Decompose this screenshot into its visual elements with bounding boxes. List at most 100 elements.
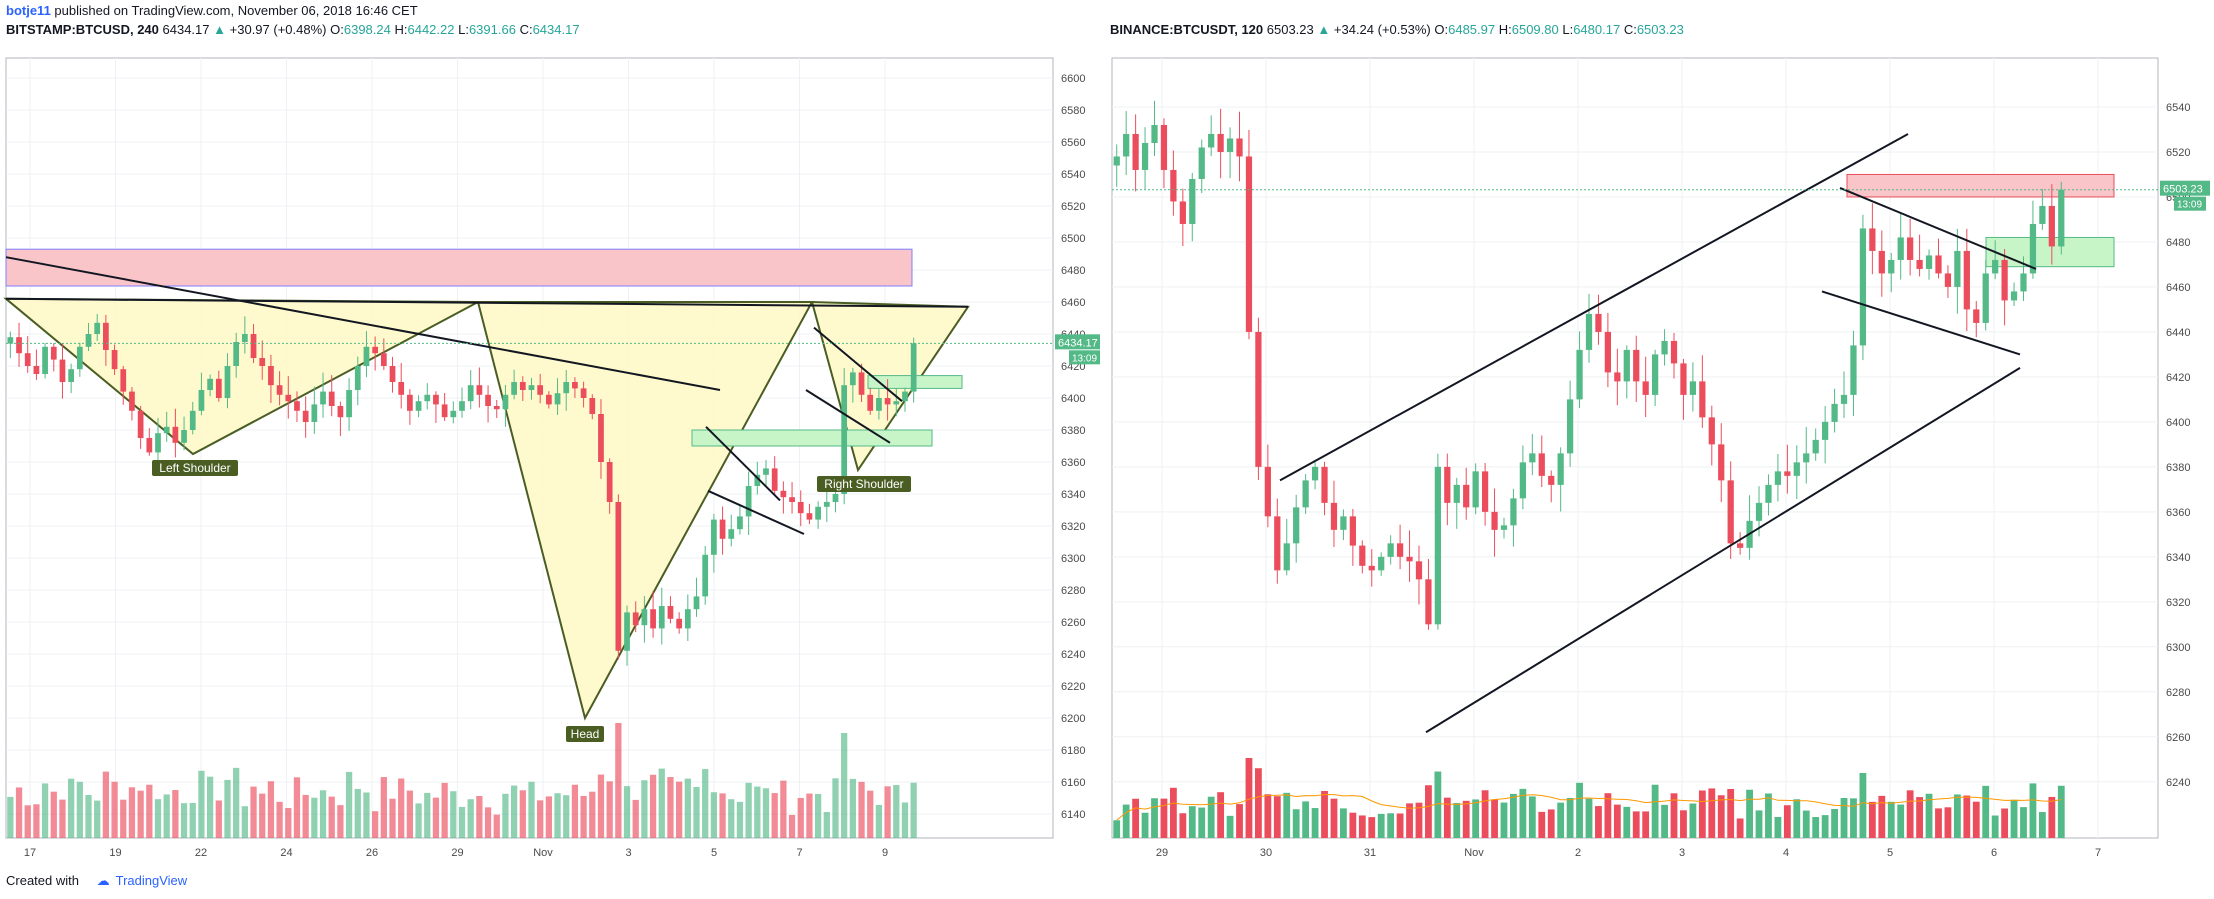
- candle: [1670, 340, 1678, 364]
- volume-bar: [1944, 807, 1952, 838]
- volume-bar: [111, 781, 118, 838]
- volume-bar: [1935, 808, 1942, 838]
- candle: [1217, 133, 1224, 152]
- candle: [876, 398, 882, 411]
- left-shoulder-label-bg: [152, 460, 238, 476]
- volume-bar: [102, 771, 110, 838]
- candle: [1548, 475, 1555, 485]
- volume-bar: [59, 799, 66, 838]
- candle: [1387, 543, 1394, 557]
- candle: [1755, 502, 1763, 521]
- volume-bar: [2029, 783, 2037, 838]
- volume-bar: [910, 782, 917, 838]
- y-tick-label: 6140: [1061, 809, 1085, 821]
- right-chart[interactable]: 6240 6260 6280 6300 6320 6340 6360 6380 6400 6420…: [1100, 0, 2214, 870]
- left-symbol[interactable]: BITSTAMP:BTCUSD, 240: [6, 22, 159, 37]
- candle: [268, 366, 274, 386]
- candle: [1311, 466, 1319, 481]
- volume-bar: [623, 786, 631, 838]
- volume-bar: [502, 793, 509, 838]
- candle: [902, 391, 908, 402]
- volume-bar: [285, 808, 292, 838]
- candle: [1444, 466, 1451, 503]
- right-c-label: C:: [1623, 22, 1637, 37]
- volume-bar: [771, 793, 778, 838]
- candle: [1538, 453, 1545, 476]
- resistance-zone: [1846, 173, 2115, 198]
- left-o-label: O:: [330, 22, 344, 37]
- candle: [1198, 147, 1205, 179]
- volume-bar: [606, 781, 613, 838]
- volume-bar: [1283, 792, 1291, 838]
- y-tick-label: 6220: [1061, 681, 1085, 693]
- volume-bar: [537, 800, 544, 838]
- candle: [1907, 237, 1914, 260]
- volume-bar: [1812, 817, 1820, 838]
- volume-bar: [33, 804, 40, 838]
- volume-bar: [1925, 793, 1933, 838]
- y-tick-label: 6300: [2166, 642, 2190, 654]
- last-price-tag: [1055, 334, 1100, 350]
- volume-bar: [484, 807, 492, 838]
- volume-bar: [867, 790, 874, 838]
- volume-bar: [1859, 772, 1867, 838]
- candle: [1642, 381, 1649, 395]
- x-tick-label: 26: [366, 847, 378, 859]
- y-tick-label: 6580: [1061, 105, 1085, 117]
- volume-bar: [1604, 793, 1612, 838]
- last-price-label: 6503.23: [2163, 184, 2203, 196]
- candle: [163, 426, 170, 434]
- tradingview-link[interactable]: TradingView: [115, 873, 188, 888]
- volume-bar: [1510, 793, 1517, 838]
- left-chart[interactable]: 6140 6160 6180 6200 6220 6240 6260 6280 6300 6320…: [0, 0, 1100, 870]
- candle: [676, 618, 683, 629]
- y-tick-label: 6480: [2166, 237, 2190, 249]
- volume-bar: [1963, 795, 1971, 838]
- volume-bar: [120, 799, 127, 838]
- right-symbol[interactable]: BINANCE:BTCUSDT, 120: [1110, 22, 1264, 37]
- volume-bar: [1406, 803, 1413, 838]
- candle: [589, 398, 596, 414]
- volume-bar: [1387, 813, 1395, 838]
- author-link[interactable]: botje11: [6, 3, 51, 18]
- x-tick-label: 7: [796, 847, 802, 859]
- volume-bar: [1991, 815, 1999, 838]
- volume-bar: [389, 798, 396, 838]
- volume-bar: [172, 790, 179, 838]
- volume-bar: [415, 803, 422, 838]
- volume-bar: [241, 806, 248, 838]
- candle: [259, 358, 266, 366]
- x-tick-label: 22: [195, 847, 207, 859]
- candle: [250, 334, 257, 358]
- volume-bar: [302, 794, 309, 838]
- volume-bar: [1868, 801, 1876, 838]
- y-tick-label: 6240: [1061, 649, 1085, 661]
- candle: [1208, 133, 1215, 148]
- candle: [1453, 484, 1460, 503]
- volume-bar: [554, 793, 561, 838]
- candle: [111, 350, 118, 370]
- volume-bar: [1613, 804, 1621, 838]
- candle: [1434, 466, 1441, 625]
- y-tick-label: 6320: [1061, 521, 1085, 533]
- candle: [1623, 349, 1630, 382]
- candle: [241, 334, 248, 342]
- volume-bar: [1273, 796, 1281, 838]
- left-low: 6391.66: [468, 22, 516, 37]
- y-tick-label: 6400: [2166, 417, 2190, 429]
- candle: [771, 468, 778, 491]
- candle: [1595, 313, 1602, 332]
- volume-bar: [1113, 820, 1121, 838]
- candle: [363, 346, 370, 366]
- candle: [823, 502, 830, 507]
- x-tick-label: 3: [625, 847, 631, 859]
- candle: [1840, 394, 1848, 404]
- volume-bar: [1264, 794, 1272, 838]
- candle: [155, 433, 161, 453]
- wedge-lower-line: [1821, 290, 2021, 356]
- volume-bar: [1595, 806, 1602, 838]
- volume-bar: [1689, 803, 1697, 838]
- candle: [198, 390, 205, 411]
- volume-bar: [2010, 799, 2018, 838]
- channel-upper-line: [1279, 133, 1909, 482]
